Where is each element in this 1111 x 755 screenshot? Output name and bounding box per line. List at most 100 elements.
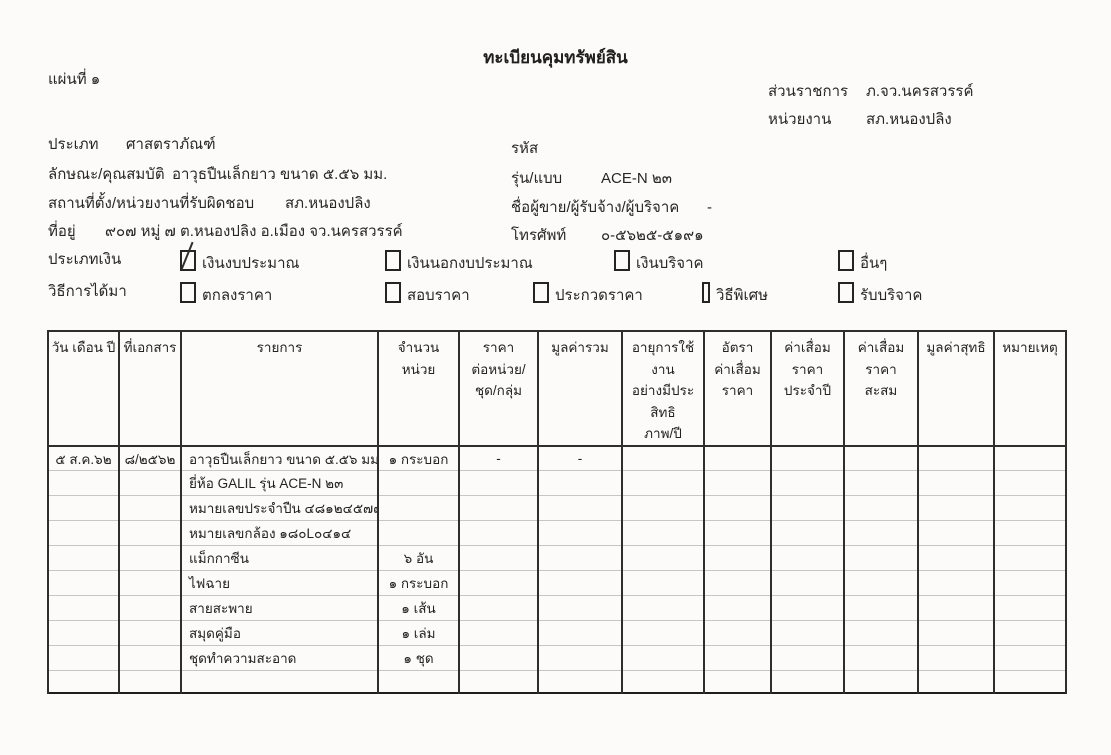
option-bidding: ประกวดราคา — [533, 282, 643, 307]
table-cell — [458, 595, 539, 622]
table-cell — [118, 495, 182, 522]
table-cell: อาวุธปืนเล็กยาว ขนาด ๕.๕๖ มม. — [180, 445, 379, 472]
table-cell — [843, 495, 919, 522]
table-cell — [118, 570, 182, 597]
table-cell — [118, 670, 182, 694]
table-cell — [843, 620, 919, 647]
table-cell — [118, 620, 182, 647]
table-cell — [537, 545, 623, 572]
table-row: ๕ ส.ค.๖๒ ๘/๒๕๖๒ อาวุธปืนเล็กยาว ขนาด ๕.๕๖ … — [47, 445, 1067, 472]
table-cell — [703, 495, 772, 522]
table-cell — [843, 445, 919, 472]
checkbox-bidding — [533, 282, 549, 303]
table-cell: - — [458, 445, 539, 472]
table-row: สมุดคู่มือ๑ เล่ม — [47, 620, 1067, 647]
option-label: วิธีพิเศษ — [716, 287, 769, 304]
table-cell — [537, 495, 623, 522]
table-cell — [917, 620, 995, 647]
table-cell — [458, 670, 539, 694]
checkbox-received-donation — [838, 282, 854, 303]
table-header-cell: ค่าเสื่อมราคา ประจำปี — [770, 330, 845, 447]
table-cell — [993, 545, 1067, 572]
table-cell: ชุดทำความสะอาด — [180, 645, 379, 672]
sheet-number: แผ่นที่ ๑ — [48, 71, 101, 88]
table-cell — [621, 670, 705, 694]
table-cell — [47, 570, 120, 597]
table-cell — [770, 520, 845, 547]
table-cell — [118, 595, 182, 622]
table-cell: หมายเลขประจำปืน ๔๘๑๒๔๕๗๗ — [180, 495, 379, 522]
table-row — [47, 670, 1067, 694]
checkbox-donated-money — [614, 250, 630, 271]
table-cell — [703, 545, 772, 572]
seller-value: - — [707, 199, 712, 216]
table-cell — [703, 595, 772, 622]
agency-value: ภ.จว.นครสวรรค์ — [866, 83, 974, 100]
table-cell — [47, 645, 120, 672]
table-cell — [458, 495, 539, 522]
option-label: เงินบริจาค — [636, 255, 704, 272]
table-cell — [917, 495, 995, 522]
table-cell — [458, 645, 539, 672]
table-header-cell: หมายเหตุ — [993, 330, 1067, 447]
table-cell — [537, 595, 623, 622]
table-cell: ไฟฉาย — [180, 570, 379, 597]
table-cell: สายสะพาย — [180, 595, 379, 622]
table-cell — [377, 470, 460, 497]
table-row: ไฟฉาย๑ กระบอก — [47, 570, 1067, 597]
table-cell — [993, 620, 1067, 647]
table-cell — [993, 670, 1067, 694]
option-label: เงินนอกงบประมาณ — [407, 255, 533, 272]
table-cell — [458, 520, 539, 547]
table-cell — [377, 670, 460, 694]
table-header-cell: มูลค่ารวม — [537, 330, 623, 447]
table-cell — [47, 620, 120, 647]
table-cell — [621, 445, 705, 472]
table-cell — [621, 595, 705, 622]
checkbox-price-inquiry — [385, 282, 401, 303]
table-cell — [993, 520, 1067, 547]
model-value: ACE-N ๒๓ — [601, 170, 672, 187]
type-value: ศาสตราภัณฑ์ — [126, 136, 216, 153]
table-cell — [703, 645, 772, 672]
spec-value: อาวุธปืนเล็กยาว ขนาด ๕.๕๖ มม. — [172, 166, 388, 183]
page-title: ทะเบียนคุมทรัพย์สิน — [483, 48, 628, 67]
table-cell — [537, 520, 623, 547]
checkbox-other-money — [838, 250, 854, 271]
address-value: ๙๐๗ หมู่ ๗ ต.หนองปลิง อ.เมือง จว.นครสวรร… — [105, 223, 403, 240]
table-cell — [47, 595, 120, 622]
table-cell — [47, 520, 120, 547]
phone-label: โทรศัพท์ — [511, 227, 567, 244]
table-header-cell: อัตรา ค่าเสื่อม ราคา — [703, 330, 772, 447]
option-donated-money: เงินบริจาค — [614, 250, 704, 275]
table-cell — [47, 545, 120, 572]
table-cell — [537, 645, 623, 672]
option-budget-money: เงินงบประมาณ — [180, 250, 299, 275]
spec-label: ลักษณะ/คุณสมบัติ — [48, 166, 165, 183]
money-type-label: ประเภทเงิน — [48, 251, 122, 268]
table-row: หมายเลขกล้อง ๑๘๐L๐๔๑๔ — [47, 520, 1067, 547]
table-row: สายสะพาย๑ เส้น — [47, 595, 1067, 622]
table-cell — [993, 645, 1067, 672]
table-cell — [703, 570, 772, 597]
table-cell — [770, 495, 845, 522]
table-cell — [621, 470, 705, 497]
table-cell — [377, 495, 460, 522]
table-cell — [703, 670, 772, 694]
unit-value: สภ.หนองปลิง — [866, 111, 952, 128]
table-cell — [118, 645, 182, 672]
option-received-donation: รับบริจาค — [838, 282, 922, 307]
checkbox-budget-money — [180, 250, 196, 271]
table-header-cell: รายการ — [180, 330, 379, 447]
table-cell — [537, 570, 623, 597]
table-cell: ๑ กระบอก — [377, 445, 460, 472]
table-cell — [770, 595, 845, 622]
table-cell: ๑ เส้น — [377, 595, 460, 622]
option-label: รับบริจาค — [860, 287, 923, 304]
table-cell — [917, 570, 995, 597]
table-cell — [537, 470, 623, 497]
table-cell — [537, 670, 623, 694]
table-cell — [703, 620, 772, 647]
option-other-money: อื่นๆ — [838, 250, 887, 275]
table-row: ชุดทำความสะอาด๑ ชุด — [47, 645, 1067, 672]
